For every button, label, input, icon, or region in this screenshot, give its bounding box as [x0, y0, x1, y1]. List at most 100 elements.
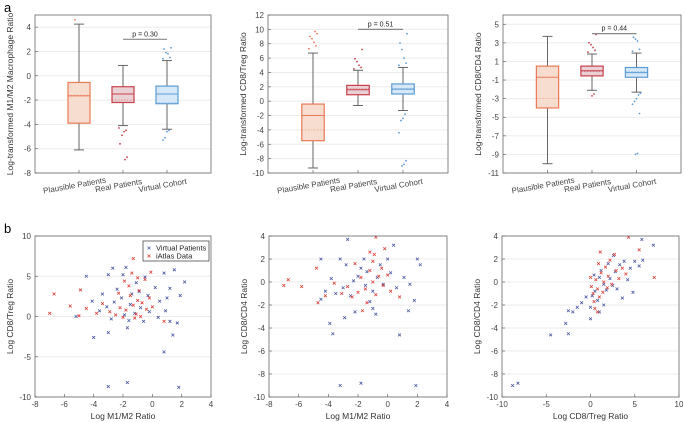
virtual-patient-point [566, 309, 571, 313]
iatlas-point [589, 284, 594, 289]
iatlas-point [131, 256, 135, 261]
y-axis-label: Log-transformed CD8/CD4 Ratio [473, 32, 483, 156]
virtual-patient-point [172, 268, 177, 272]
virtual-patient-point [622, 259, 626, 263]
outlier-point [356, 60, 358, 63]
virtual-patient-point [168, 286, 172, 291]
outlier-point [399, 42, 401, 44]
y-tick-label: 2 [260, 83, 265, 92]
virtual-patient-point [177, 385, 181, 390]
plot-area [503, 15, 681, 173]
outlier-point [593, 93, 595, 95]
outlier-point [170, 46, 172, 49]
iatlas-point [47, 311, 52, 315]
x-axis-label: Log M1/M2 Ratio [91, 411, 156, 421]
virtual-patient-point [590, 294, 594, 298]
y-tick-label: 4 [260, 68, 265, 77]
virtual-patient-point [106, 272, 111, 277]
virtual-patient-point [323, 289, 328, 293]
y-tick-label: 1 [495, 57, 500, 66]
box [155, 85, 179, 105]
outlier-point [358, 64, 360, 67]
iatlas-point [365, 301, 369, 305]
outlier-point [592, 46, 594, 49]
x-tick-label: 10 [675, 400, 684, 409]
virtual-patient-point [637, 264, 641, 268]
virtual-patient-point [628, 266, 633, 270]
y-tick-label: -4 [491, 324, 499, 333]
y-tick-label: -10 [252, 169, 264, 178]
iatlas-point [135, 276, 140, 280]
virtual-patient-point [84, 274, 89, 278]
iatlas-point [353, 261, 357, 266]
iatlas-point [617, 276, 621, 281]
y-tick-label: 3 [495, 39, 500, 48]
outlier-point [402, 117, 404, 120]
iatlas-point [612, 252, 617, 257]
outlier-point [398, 64, 400, 67]
panel-label: a [4, 0, 12, 15]
legend-box [142, 240, 210, 262]
y-tick-label: 0 [494, 278, 499, 287]
iatlas-point [332, 281, 336, 285]
y-axis-label: Log-transformed CD8/Treg Ratio [238, 32, 248, 156]
iatlas-point [162, 319, 166, 324]
virtual-patient-point [408, 282, 412, 286]
x-tick-label: -10 [496, 400, 508, 409]
iatlas-point [52, 292, 56, 296]
virtual-patient-point [175, 321, 179, 325]
x-tick-label: 5 [633, 400, 638, 409]
iatlas-point [118, 305, 122, 310]
virtual-patient-point [378, 263, 382, 267]
virtual-patient-point [631, 290, 635, 295]
virtual-patient-point [111, 266, 115, 270]
iatlas-point [137, 289, 141, 293]
outlier-point [587, 51, 589, 54]
virtual-patient-point [365, 269, 369, 274]
virtual-patient-point [371, 289, 375, 293]
y-tick-label: -10 [253, 393, 265, 402]
virtual-patient-point [566, 332, 571, 336]
iatlas-point [314, 266, 319, 270]
y-tick-label: 4 [494, 232, 499, 241]
legend-label: Virtual Patients [156, 244, 207, 253]
virtual-patient-point [125, 380, 130, 385]
outlier-point [591, 94, 593, 97]
outlier-point [638, 112, 641, 115]
y-axis-label: Log CD8/CD4 Ratio [239, 279, 249, 354]
x-tick-label: -2 [354, 400, 362, 409]
outlier-point [588, 41, 590, 44]
virtual-patient-point [571, 310, 575, 314]
iatlas-point [131, 303, 135, 307]
virtual-patient-point [97, 309, 102, 313]
x-axis-label: Log CD8/Treg Ratio [553, 411, 629, 421]
virtual-patient-point [319, 297, 323, 301]
virtual-patient-point [579, 301, 584, 305]
iatlas-point [282, 283, 286, 288]
iatlas-point [149, 270, 153, 274]
virtual-patient-point [115, 287, 119, 291]
iatlas-point [108, 309, 112, 314]
virtual-patient-point [418, 263, 422, 267]
virtual-patient-point [165, 296, 169, 300]
virtual-patient-point [344, 263, 348, 267]
scatter-plot-panel: -10 -8 -6 -4 -2 0 2 4 Log CD8/CD4 Ratio -10 -5 0 5 10… [472, 232, 684, 421]
virtual-patient-point [604, 288, 609, 292]
box [535, 65, 560, 109]
virtual-patient-point [592, 273, 596, 277]
outlier-point [168, 129, 170, 132]
y-tick-label: -6 [258, 347, 266, 356]
iatlas-point [593, 306, 597, 311]
virtual-patient-point [106, 330, 111, 335]
iatlas-point [620, 266, 625, 270]
virtual-patient-point [124, 265, 128, 270]
y-tick-label: -2 [257, 112, 265, 121]
virtual-patient-point [371, 306, 375, 311]
outlier-point [404, 113, 406, 116]
iatlas-point [359, 275, 363, 280]
virtual-patient-point [319, 257, 323, 261]
virtual-patient-point [602, 303, 606, 307]
axes-frame [267, 14, 449, 174]
iatlas-point [624, 272, 628, 276]
